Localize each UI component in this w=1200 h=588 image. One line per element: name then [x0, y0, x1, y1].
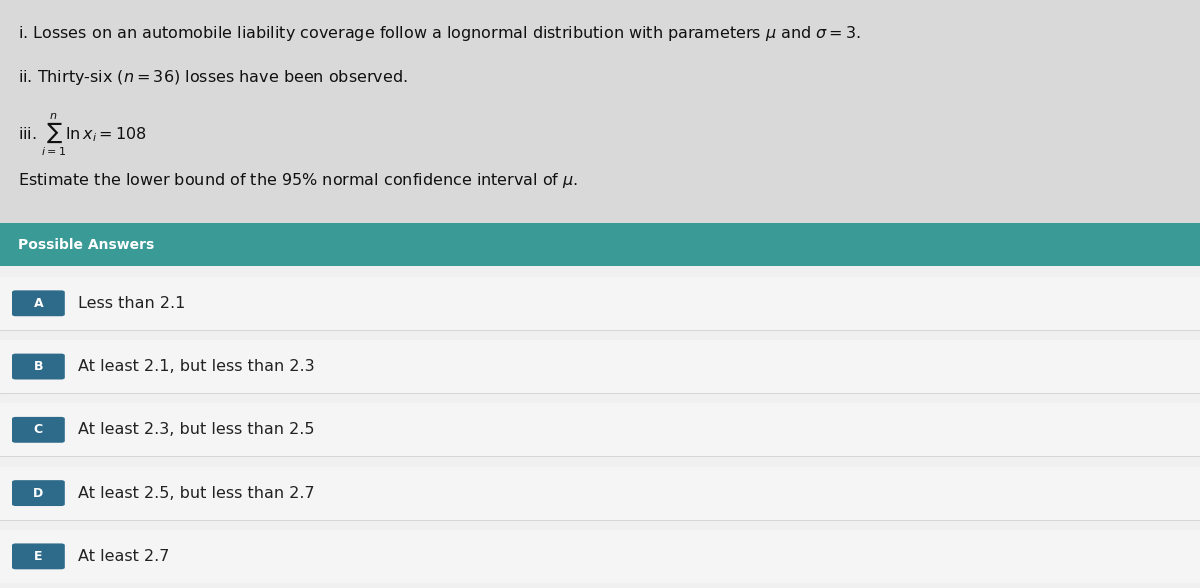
FancyBboxPatch shape [0, 223, 1200, 266]
FancyBboxPatch shape [12, 543, 65, 569]
FancyBboxPatch shape [0, 403, 1200, 456]
FancyBboxPatch shape [0, 466, 1200, 520]
Text: iii. $\sum_{i=1}^{n}\ln x_i = 108$: iii. $\sum_{i=1}^{n}\ln x_i = 108$ [18, 112, 146, 158]
Text: Possible Answers: Possible Answers [18, 238, 155, 252]
Text: C: C [34, 423, 43, 436]
Text: A: A [34, 297, 43, 310]
Text: i. Losses on an automobile liability coverage follow a lognormal distribution wi: i. Losses on an automobile liability cov… [18, 24, 862, 42]
FancyBboxPatch shape [12, 290, 65, 316]
FancyBboxPatch shape [12, 480, 65, 506]
FancyBboxPatch shape [0, 223, 1200, 588]
FancyBboxPatch shape [12, 417, 65, 443]
Text: ii. Thirty-six ($n = 36$) losses have been observed.: ii. Thirty-six ($n = 36$) losses have be… [18, 68, 408, 86]
Text: At least 2.3, but less than 2.5: At least 2.3, but less than 2.5 [78, 422, 314, 437]
Text: At least 2.5, but less than 2.7: At least 2.5, but less than 2.7 [78, 486, 314, 500]
FancyBboxPatch shape [0, 340, 1200, 393]
FancyBboxPatch shape [0, 277, 1200, 330]
Text: E: E [34, 550, 43, 563]
Text: Estimate the lower bound of the 95% normal confidence interval of $\mu$.: Estimate the lower bound of the 95% norm… [18, 171, 578, 189]
FancyBboxPatch shape [12, 353, 65, 379]
FancyBboxPatch shape [0, 0, 1200, 223]
Text: At least 2.7: At least 2.7 [78, 549, 169, 564]
Text: D: D [34, 487, 43, 500]
Text: At least 2.1, but less than 2.3: At least 2.1, but less than 2.3 [78, 359, 314, 374]
Text: Less than 2.1: Less than 2.1 [78, 296, 185, 311]
FancyBboxPatch shape [0, 530, 1200, 583]
Text: B: B [34, 360, 43, 373]
